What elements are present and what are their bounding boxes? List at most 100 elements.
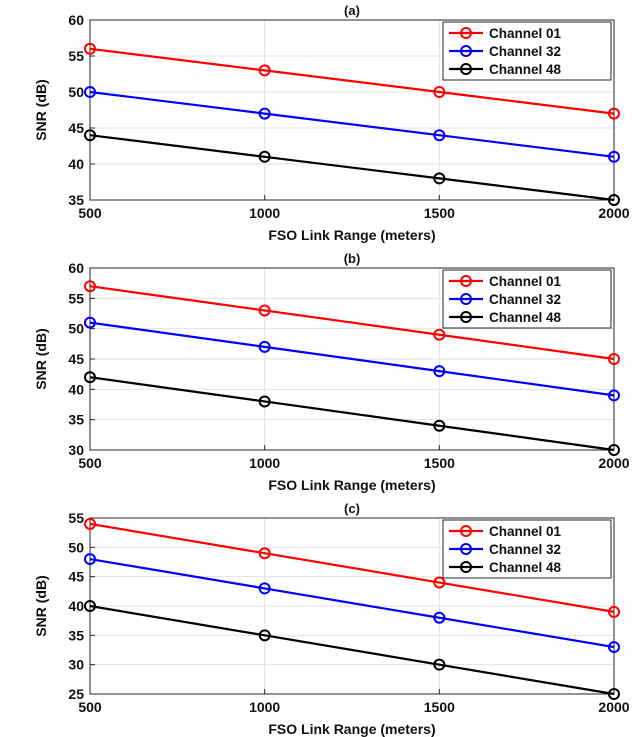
y-axis-label: SNR (dB) <box>33 79 49 140</box>
series-line <box>89 47 615 115</box>
y-tick-label: 30 <box>68 442 84 458</box>
data-point <box>608 194 620 206</box>
y-tick-label: 35 <box>68 192 84 208</box>
y-tick-label: 50 <box>68 539 84 555</box>
data-point <box>433 129 446 142</box>
x-tick-label: 2000 <box>598 455 629 471</box>
legend-entry-label: Channel 48 <box>489 560 562 575</box>
data-point <box>258 582 271 595</box>
data-point <box>84 517 96 530</box>
data-point <box>84 280 96 293</box>
legend: Channel 01 Channel 32 Channel 48 <box>442 269 612 329</box>
data-point <box>84 129 96 142</box>
axes-frame <box>89 19 615 201</box>
series-1 <box>84 517 620 618</box>
series-3 <box>84 600 620 700</box>
x-axis-label: FSO Link Range (meters) <box>268 227 435 243</box>
y-tick-label: 25 <box>68 686 84 702</box>
series-line <box>89 557 615 649</box>
chart-panel-1: 500 1000 1500 2000 35 40 45 50 55 60 (a) FSO Link R… <box>33 3 630 243</box>
legend-swatch-marker <box>460 525 472 537</box>
legend-swatch-marker <box>460 561 472 573</box>
chart-panel-2: 500 1000 1500 2000 30 35 40 45 50 55 60 (b) FSO Link… <box>33 251 630 493</box>
y-tick-label: 60 <box>68 260 84 276</box>
data-point <box>258 107 271 120</box>
data-point <box>608 107 620 120</box>
series-line <box>89 376 615 452</box>
data-point <box>258 547 271 560</box>
y-tick-label: 40 <box>68 598 84 614</box>
data-point <box>258 150 271 163</box>
series-line <box>89 522 615 613</box>
series-line <box>89 321 615 397</box>
data-point <box>258 629 271 642</box>
series-line <box>89 285 615 361</box>
y-tick-label: 55 <box>68 48 84 64</box>
x-tick-label: 1500 <box>424 205 455 221</box>
panel-title: (b) <box>344 251 361 266</box>
data-point <box>84 316 96 329</box>
legend: Channel 01 Channel 32 Channel 48 <box>442 21 612 81</box>
panel-title: (a) <box>344 3 360 18</box>
data-point <box>433 365 446 378</box>
series-3 <box>84 129 620 206</box>
y-tick-label: 35 <box>68 627 84 643</box>
y-tick-label: 45 <box>68 351 84 367</box>
x-tick-label: 500 <box>78 455 102 471</box>
data-point <box>608 353 620 365</box>
data-point <box>84 553 96 566</box>
y-tick-label: 40 <box>68 381 84 397</box>
data-point <box>258 64 271 77</box>
x-tick-label: 1500 <box>424 455 455 471</box>
legend-swatch-marker <box>460 311 472 323</box>
legend-entry-label: Channel 01 <box>489 524 562 539</box>
legend-entry-label: Channel 01 <box>489 26 562 41</box>
y-tick-label: 60 <box>68 12 84 28</box>
x-tick-label: 1000 <box>249 205 280 221</box>
x-tick-label: 2000 <box>598 205 629 221</box>
legend-swatch-marker <box>460 293 472 305</box>
y-tick-label: 30 <box>68 657 84 673</box>
x-tick-label: 1500 <box>424 699 455 715</box>
series-line <box>89 604 615 696</box>
data-point <box>433 419 446 432</box>
x-axis-label: FSO Link Range (meters) <box>268 477 435 493</box>
legend-entry-label: Channel 32 <box>489 292 561 307</box>
data-point <box>608 389 620 402</box>
x-tick-label: 1000 <box>249 699 280 715</box>
legend-swatch-marker <box>460 45 472 57</box>
x-tick-label: 2000 <box>598 699 629 715</box>
series-line <box>89 134 615 202</box>
x-tick-label: 1000 <box>249 455 280 471</box>
legend-swatch-marker <box>460 27 472 39</box>
data-point <box>608 688 620 700</box>
panel-title: (c) <box>344 501 360 516</box>
data-point <box>433 172 446 185</box>
series-3 <box>84 371 620 456</box>
data-point <box>608 641 620 654</box>
data-point <box>84 42 96 55</box>
legend-swatch-marker <box>460 63 472 75</box>
x-tick-label: 500 <box>78 699 102 715</box>
x-tick-label: 500 <box>78 205 102 221</box>
legend-entry-label: Channel 32 <box>489 44 561 59</box>
legend-swatch-marker <box>460 543 472 555</box>
data-point <box>258 395 271 408</box>
data-point <box>433 86 446 98</box>
y-tick-label: 35 <box>68 412 84 428</box>
legend-swatch-marker <box>460 275 472 287</box>
y-tick-label: 50 <box>68 84 84 100</box>
y-tick-label: 40 <box>68 156 84 172</box>
data-point <box>433 658 446 671</box>
y-axis-label: SNR (dB) <box>33 575 49 636</box>
chart-panel-3: 500 1000 1500 2000 25 30 35 40 45 50 55 (c) FSO Link… <box>33 501 630 737</box>
series-2 <box>84 316 620 402</box>
series-2 <box>84 86 620 163</box>
data-point <box>433 611 446 624</box>
y-tick-label: 45 <box>68 120 84 136</box>
data-point <box>84 600 96 612</box>
y-tick-label: 45 <box>68 569 84 585</box>
series-1 <box>84 280 620 365</box>
data-point <box>258 340 271 353</box>
